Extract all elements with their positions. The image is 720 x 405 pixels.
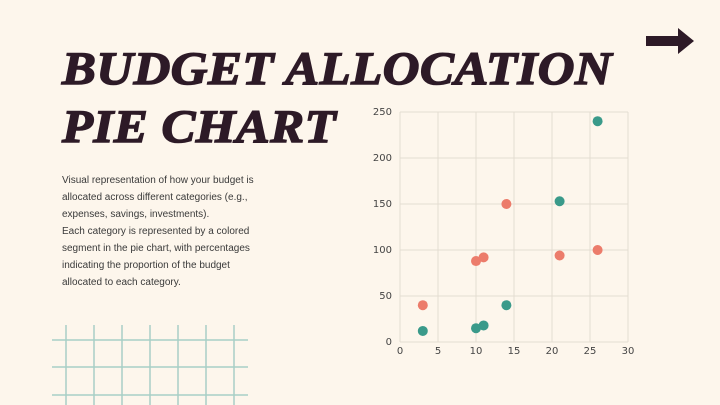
- title-line: PIE CHART: [61, 100, 337, 154]
- x-tick-label: 30: [622, 346, 635, 357]
- point: [471, 323, 481, 334]
- point: [554, 250, 565, 261]
- paragraph: Each category is represented by a colore…: [62, 226, 250, 288]
- y-tick-label: 100: [373, 245, 392, 256]
- point: [592, 245, 603, 255]
- y-tick-label: 200: [373, 153, 392, 164]
- point: [417, 300, 428, 311]
- x-tick-label: 5: [435, 346, 441, 357]
- point: [478, 252, 489, 263]
- paragraph: Visual representation of how your budget…: [62, 175, 254, 220]
- point: [501, 300, 512, 311]
- point: [471, 256, 481, 267]
- point: [501, 199, 512, 209]
- y-tick-label: 150: [373, 199, 392, 210]
- x-tick-label: 10: [470, 346, 483, 357]
- y-tick-label: 250: [373, 107, 392, 118]
- x-tick-label: 15: [508, 346, 521, 357]
- point: [417, 325, 428, 336]
- x-tick-label: 25: [584, 346, 597, 357]
- description: Visual representation of how your budget…: [62, 172, 262, 291]
- point: [554, 196, 565, 207]
- decor-grid: [52, 325, 248, 405]
- point: [478, 320, 489, 331]
- point: [592, 116, 603, 127]
- y-tick-label: 50: [379, 291, 392, 302]
- title-line: BUDGET ALLOCATION: [61, 42, 613, 96]
- y-tick-label: 0: [386, 337, 392, 348]
- chart: 0 50 100 150 200 250 0 5 10 15 20 25 30: [373, 107, 634, 357]
- arrow-icon: [646, 28, 694, 54]
- x-tick-label: 20: [546, 346, 559, 357]
- slide-title: BUDGET ALLOCATION PIE CHART: [61, 40, 613, 156]
- x-tick-label: 0: [397, 346, 403, 357]
